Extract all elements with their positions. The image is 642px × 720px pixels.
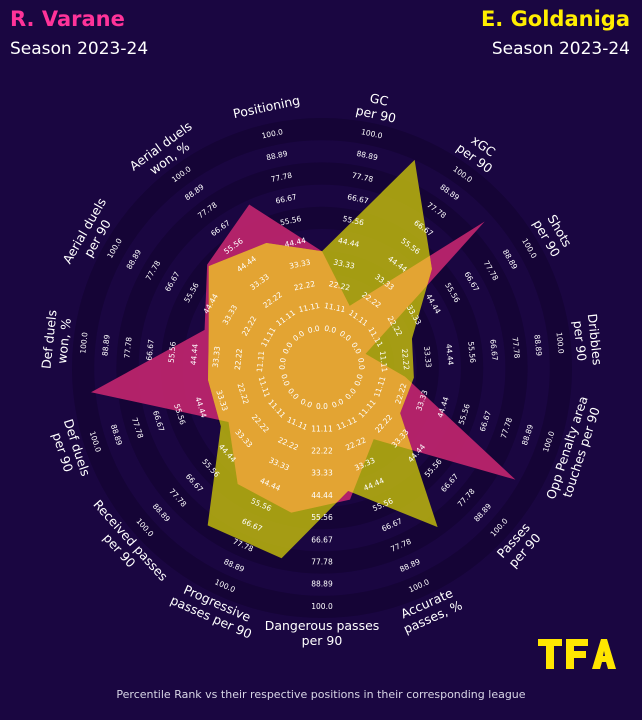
radar-tick-label: 33.33	[422, 346, 433, 369]
radar-tick-label: 22.22	[233, 348, 244, 371]
radar-tick-label: 0.0	[299, 397, 314, 410]
radar-tick-label: 22.22	[293, 279, 316, 292]
radar-tick-label: 0.0	[353, 373, 365, 387]
radar-tick-label: 88.89	[100, 334, 111, 357]
radar-tick-label: 100.0	[261, 127, 284, 140]
radar-tick-label: 77.78	[351, 171, 374, 184]
radar-tick-label: 0.0	[316, 402, 328, 411]
radar-tick-label: 77.78	[270, 171, 293, 184]
radar-tick-label: 88.89	[532, 334, 543, 357]
radar-tick-label: 55.56	[466, 341, 477, 364]
radar-tick-label: 0.0	[307, 324, 321, 335]
radar-tick-label: 0.0	[278, 357, 288, 370]
category-label: Positioning	[232, 92, 302, 121]
radar-tick-label: 100.0	[554, 332, 565, 355]
radar-tick-label: 66.67	[346, 192, 369, 205]
radar-tick-label: 55.56	[342, 214, 365, 227]
radar-tick-label: 33.33	[211, 346, 222, 369]
radar-tick-label: 77.78	[122, 336, 133, 359]
radar-tick-label: 44.44	[337, 236, 360, 249]
radar-tick-label: 55.56	[279, 214, 302, 227]
category-label-line: GC	[369, 90, 390, 109]
tfa-logo-icon	[538, 639, 616, 669]
radar-tick-label: 66.67	[275, 192, 298, 205]
tfa-logo	[538, 637, 616, 675]
category-label-line: Dribbles	[585, 313, 605, 366]
player1-season: Season 2023-24	[10, 39, 149, 59]
player2-name: E. Goldaniga	[480, 7, 630, 31]
radar-tick-label: 11.11	[323, 301, 346, 314]
category-label-line: per 90	[570, 320, 589, 362]
radar-tick-label: 66.67	[144, 339, 155, 362]
radar-tick-label: 33.33	[333, 257, 356, 270]
player1-name: R. Varane	[10, 7, 125, 31]
radar-tick-label: 22.22	[400, 348, 411, 371]
footer-note: Percentile Rank vs their respective posi…	[116, 688, 526, 701]
category-label-line: Dangerous passes	[265, 618, 380, 633]
radar-tick-label: 33.33	[311, 469, 333, 478]
category-label-line: won, %	[54, 317, 74, 364]
radar-tick-label: 44.44	[189, 343, 200, 366]
category-label-line: Def duels	[38, 309, 59, 369]
radar-tick-label: 11.11	[298, 301, 321, 314]
radar-tick-label: 44.44	[311, 491, 333, 500]
player2-season: Season 2023-24	[491, 39, 630, 59]
player2-header: E. Goldaniga Season 2023-24	[481, 6, 630, 62]
radar-tick-label: 22.22	[311, 447, 333, 456]
player1-header: R. Varane Season 2023-24	[10, 6, 148, 62]
radar-tick-label: 0.0	[356, 357, 366, 370]
radar-tick-label: 100.0	[311, 602, 333, 611]
radar-tick-label: 88.89	[356, 149, 379, 162]
radar-tick-label: 66.67	[311, 535, 333, 544]
radar-tick-label: 11.11	[311, 424, 333, 433]
radar-tick-label: 22.22	[328, 279, 351, 292]
radar-tick-label: 44.44	[444, 343, 455, 366]
radar-tick-label: 88.89	[265, 149, 288, 162]
radar-series	[91, 159, 516, 559]
radar-tick-label: 0.0	[330, 397, 345, 410]
radar-tick-label: 11.11	[378, 350, 389, 373]
radar-tick-label: 0.0	[279, 373, 291, 387]
radar-tick-label: 55.56	[167, 341, 178, 364]
radar-tick-label: 88.89	[311, 580, 333, 589]
radar-tick-label: 11.11	[255, 350, 266, 373]
radar-tick-label: 77.78	[510, 337, 521, 360]
radar-tick-label: 66.67	[488, 339, 499, 362]
radar-tick-label: 77.78	[311, 558, 333, 567]
radar-tick-label: 33.33	[288, 257, 311, 270]
category-label-line: Positioning	[232, 92, 302, 121]
radar-tick-label: 44.44	[284, 236, 307, 249]
radar-tick-label: 55.56	[311, 513, 333, 522]
radar-tick-label: 0.0	[323, 324, 337, 335]
category-label-line: per 90	[302, 633, 343, 648]
radar-tick-label: 100.0	[78, 332, 89, 355]
radar-tick-label: 100.0	[360, 127, 383, 140]
